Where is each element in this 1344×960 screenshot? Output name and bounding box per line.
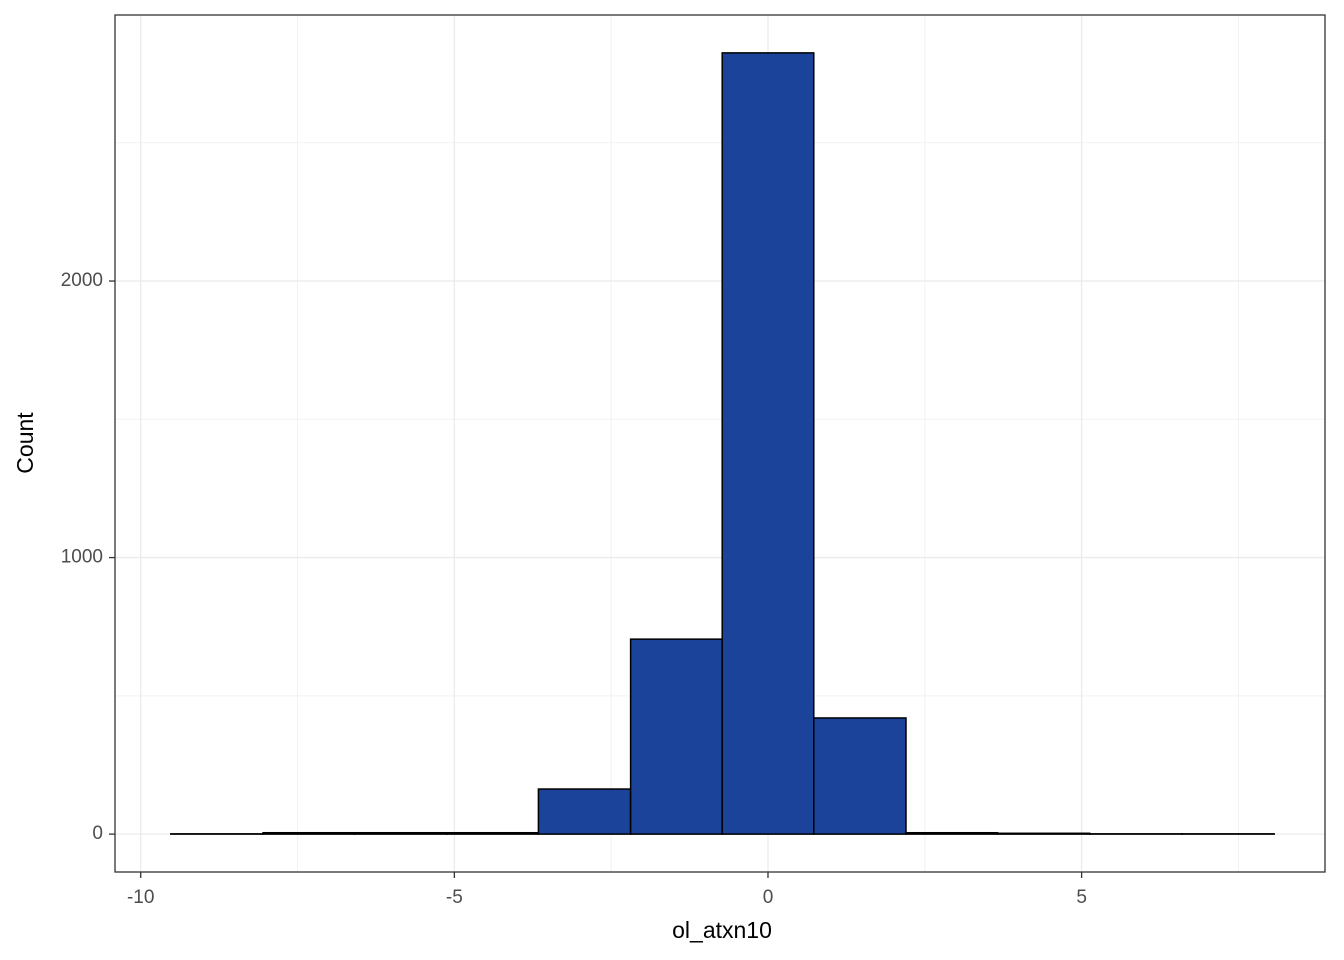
bar xyxy=(813,717,907,835)
x-tick-label: -10 xyxy=(127,887,154,908)
panel-border xyxy=(114,14,1326,873)
y-tick-label: 0 xyxy=(92,823,103,844)
bar xyxy=(262,831,356,835)
y-tick-label: 2000 xyxy=(61,270,103,291)
bar xyxy=(446,831,540,835)
bar xyxy=(905,831,999,835)
x-tick-label: -5 xyxy=(446,887,463,908)
y-tick-label: 1000 xyxy=(61,547,103,568)
bar xyxy=(721,52,815,835)
bar xyxy=(353,831,448,835)
bar xyxy=(629,638,723,835)
bar xyxy=(996,832,1091,835)
x-tick-label: 5 xyxy=(1076,887,1087,908)
bar xyxy=(537,788,632,835)
x-tick-label: 0 xyxy=(763,887,774,908)
x-axis-title: ol_atxn10 xyxy=(672,917,772,943)
y-axis-title: Count xyxy=(12,412,38,474)
